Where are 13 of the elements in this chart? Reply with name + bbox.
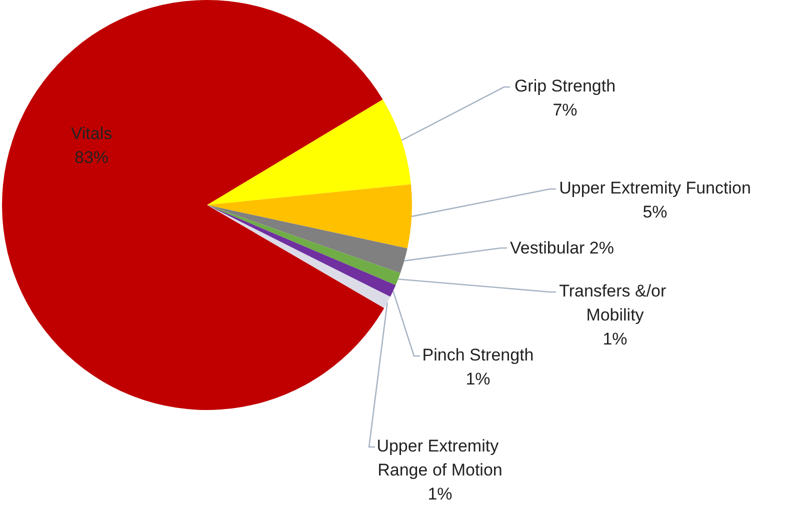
data-label: 7% [552, 100, 578, 120]
slice-label: Transfers &/or Mobility [559, 282, 671, 324]
slice-label: Upper Extremity Range of Motion [376, 436, 504, 480]
slice-label: Vestibular 2% [510, 238, 614, 258]
data-label: 83% [74, 148, 109, 168]
slice-label: Pinch Strength [422, 346, 534, 364]
data-label: 5% [642, 202, 668, 222]
data-label: 1% [466, 370, 490, 388]
slice-label: Grip Strength [514, 76, 616, 96]
slice-label: Upper Extremity Function [559, 178, 751, 198]
data-label: 1% [602, 330, 628, 348]
slice-label: Vitals [70, 124, 112, 144]
data-label: 1% [428, 484, 452, 504]
